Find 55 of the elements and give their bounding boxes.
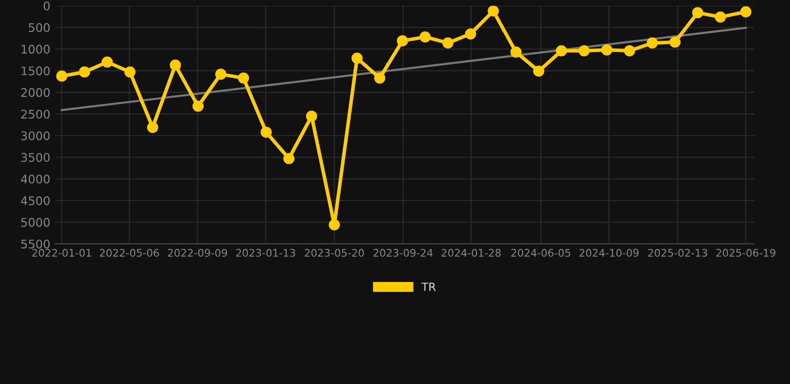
point [646, 37, 658, 49]
point [170, 60, 181, 71]
point [601, 44, 612, 56]
y-tick-label: 3500 [21, 152, 50, 162]
point [374, 72, 386, 84]
point [283, 153, 294, 164]
point [351, 52, 363, 64]
y-tick-label: 5000 [21, 218, 50, 227]
x-tick-label: 2022-09-09 [168, 248, 228, 257]
point [238, 72, 250, 84]
y-tick-label: 0 [44, 1, 50, 10]
point [533, 66, 544, 77]
point [465, 28, 476, 40]
y-tick-label: 2500 [21, 110, 50, 119]
point [488, 6, 499, 17]
y-tick-label: 1000 [22, 44, 50, 54]
point [56, 70, 68, 82]
point [556, 45, 567, 56]
point [578, 45, 590, 56]
y-tick-label: 500 [28, 23, 50, 32]
y-tick-label: 3000 [21, 131, 50, 140]
point [442, 37, 454, 49]
point [102, 56, 113, 68]
x-tick-label: 2024-10-09 [579, 248, 639, 257]
x-tick-label: 2023-09-24 [373, 248, 433, 257]
point [396, 35, 408, 46]
point [306, 110, 318, 122]
x-tick-label: 2025-02-13 [648, 248, 708, 257]
point [740, 6, 752, 18]
point [692, 7, 704, 18]
point [510, 46, 522, 58]
x-tick-label: 2023-01-13 [236, 248, 296, 257]
point [215, 68, 226, 80]
y-tick-label: 1500 [22, 66, 50, 76]
x-tick-label: 2022-01-01 [32, 248, 92, 257]
point [260, 126, 272, 138]
x-tick-label: 2022-05-06 [100, 248, 159, 257]
y-tick-label: 4500 [20, 196, 50, 206]
x-tick-label: 2024-06-05 [511, 248, 570, 257]
point [669, 36, 681, 48]
x-tick-label: 2023-05-20 [304, 248, 364, 257]
legend-label: TR [421, 282, 436, 291]
point [192, 100, 204, 112]
point [420, 31, 431, 42]
x-tick-label: 2025-06-19 [716, 248, 776, 257]
point [147, 122, 158, 133]
point [124, 66, 136, 78]
point [328, 219, 340, 230]
y-tick-label: 2000 [21, 88, 50, 97]
x-tick-label: 2024-01-28 [442, 248, 501, 257]
point [714, 11, 726, 23]
y-tick-label: 5500 [21, 240, 50, 248]
y-tick-label: 4000 [20, 174, 50, 184]
point [78, 66, 90, 78]
point [624, 45, 636, 56]
